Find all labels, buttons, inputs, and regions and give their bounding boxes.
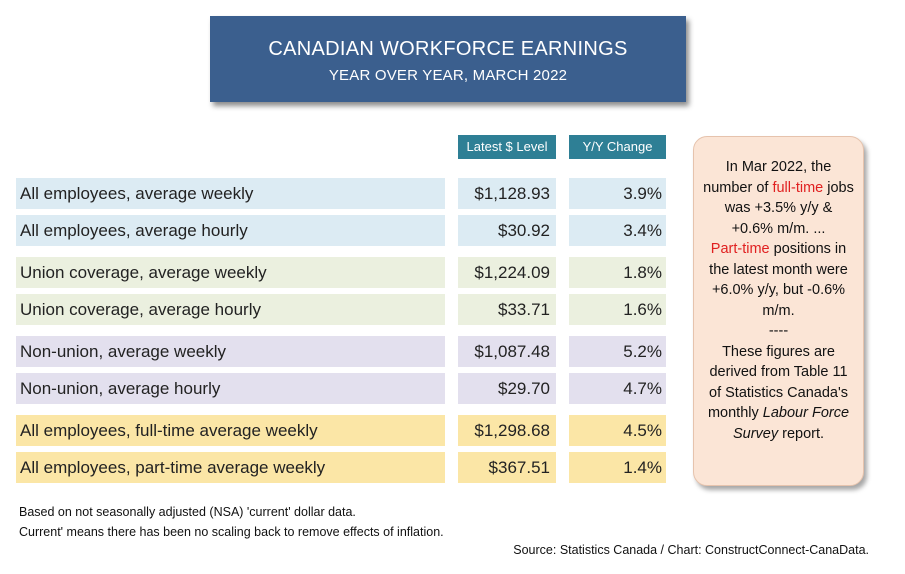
row-level-value: $367.51 — [458, 452, 556, 483]
info-callout: In Mar 2022, the number of full-time job… — [693, 136, 864, 486]
row-change-value: 1.4% — [569, 452, 666, 483]
row-change-value: 1.8% — [569, 257, 666, 288]
row-change-value: 4.5% — [569, 415, 666, 446]
row-label: Non-union, average weekly — [16, 336, 445, 367]
row-level-value: $1,087.48 — [458, 336, 556, 367]
footnote-line-1: Based on not seasonally adjusted (NSA) '… — [19, 505, 356, 519]
row-level-value: $1,128.93 — [458, 178, 556, 209]
row-change-value: 3.9% — [569, 178, 666, 209]
column-header-change: Y/Y Change — [569, 135, 666, 159]
row-label: All employees, average weekly — [16, 178, 445, 209]
row-level-value: $29.70 — [458, 373, 556, 404]
callout-survey-name: Labour Force Survey — [732, 405, 850, 442]
callout-part-time: Part-time — [710, 241, 770, 257]
callout-separator: ---- — [768, 323, 789, 339]
row-label: All employees, average hourly — [16, 215, 445, 246]
source-credit: Source: Statistics Canada / Chart: Const… — [513, 543, 869, 557]
row-label: All employees, part-time average weekly — [16, 452, 445, 483]
row-label: Union coverage, average hourly — [16, 294, 445, 325]
row-label: Non-union, average hourly — [16, 373, 445, 404]
chart-title: CANADIAN WORKFORCE EARNINGS — [268, 38, 628, 60]
callout-text-1b: jobs was +3.5% y/y & +0.6% m/m. ... — [724, 179, 854, 237]
row-change-value: 4.7% — [569, 373, 666, 404]
column-header-level: Latest $ Level — [458, 135, 556, 159]
row-level-value: $33.71 — [458, 294, 556, 325]
row-label: All employees, full-time average weekly — [16, 415, 445, 446]
callout-full-time: full-time — [772, 179, 824, 196]
chart-subtitle: YEAR OVER YEAR, MARCH 2022 — [328, 67, 568, 84]
footnote-line-2: Current' means there has been no scaling… — [19, 525, 444, 539]
callout-text-1a: In Mar 2022, the number of — [703, 159, 832, 196]
row-label: Union coverage, average weekly — [16, 257, 445, 288]
callout-text-3b: report. — [778, 425, 825, 442]
row-level-value: $1,298.68 — [458, 415, 556, 446]
row-change-value: 3.4% — [569, 215, 666, 246]
callout-text-3a: These figures are derived from Table 11 … — [707, 343, 848, 422]
row-change-value: 5.2% — [569, 336, 666, 367]
row-level-value: $1,224.09 — [458, 257, 556, 288]
row-level-value: $30.92 — [458, 215, 556, 246]
row-change-value: 1.6% — [569, 294, 666, 325]
callout-text-2b: positions in the latest month were +6.0%… — [709, 241, 848, 319]
title-banner: CANADIAN WORKFORCE EARNINGS YEAR OVER YE… — [210, 16, 686, 102]
